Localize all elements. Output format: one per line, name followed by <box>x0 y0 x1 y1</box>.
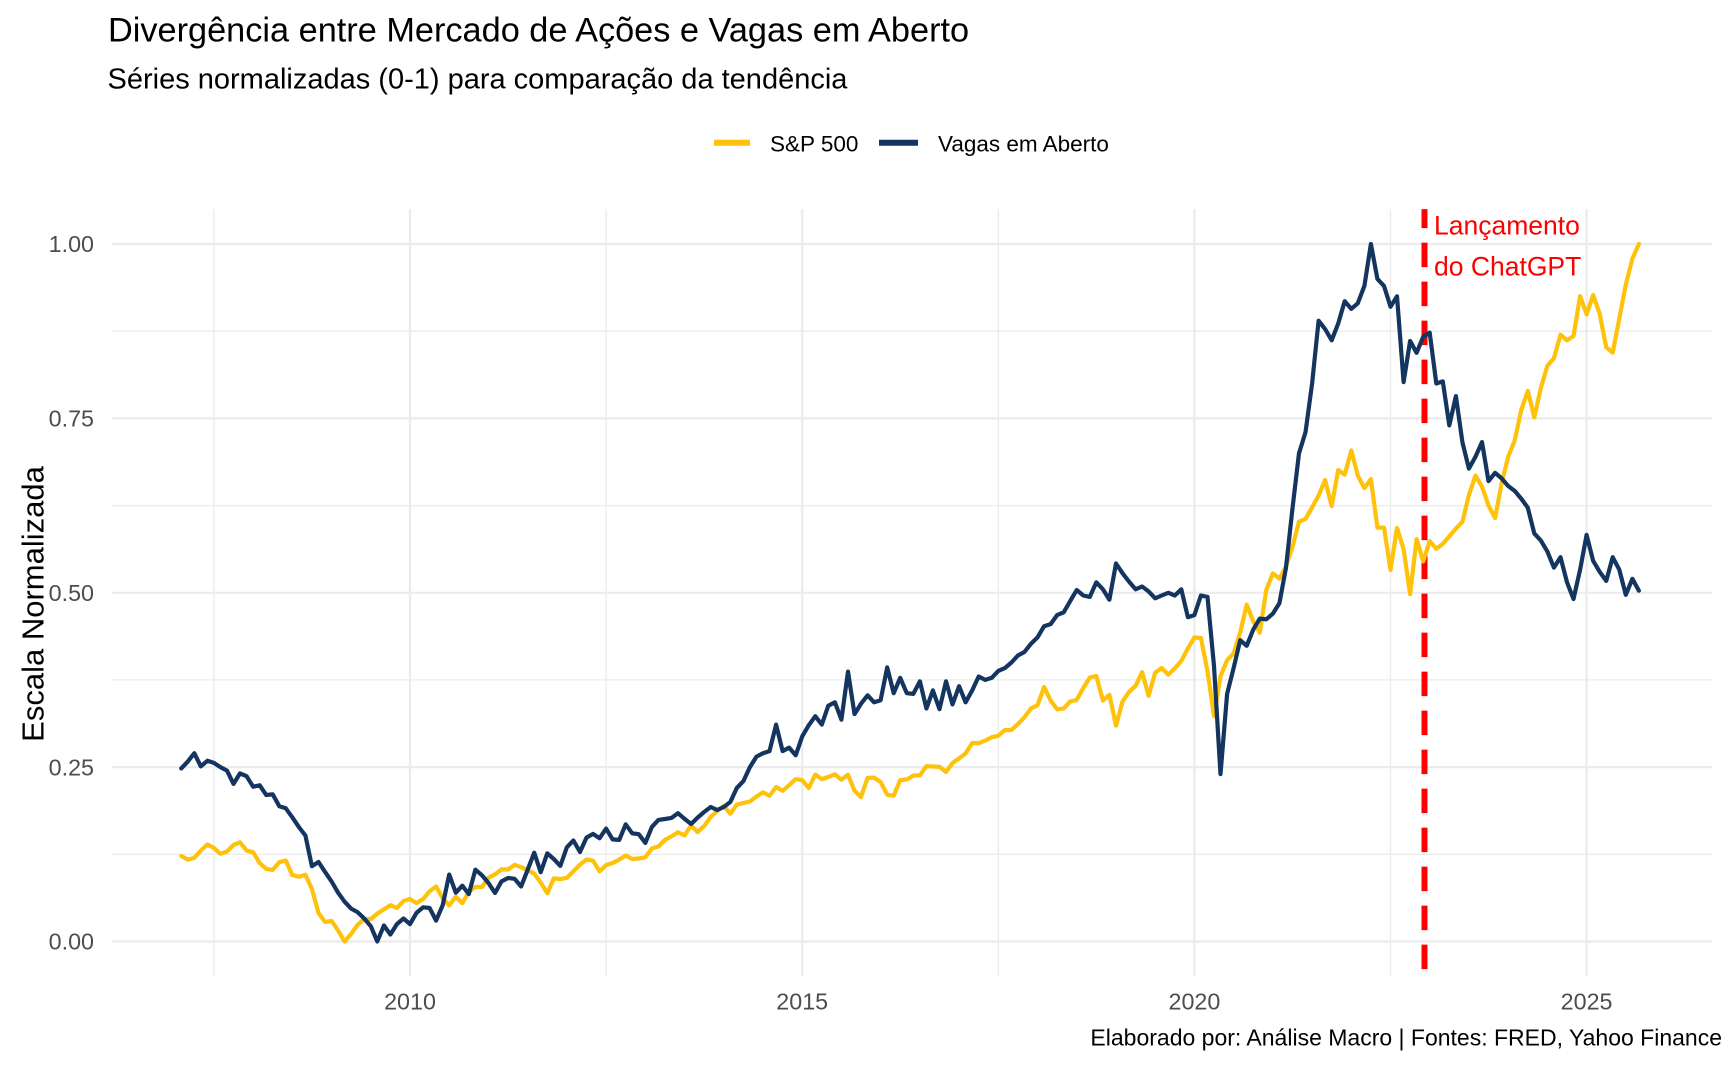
svg-text:0.25: 0.25 <box>49 754 94 780</box>
svg-text:2015: 2015 <box>776 989 828 1015</box>
svg-text:0.75: 0.75 <box>49 406 94 432</box>
svg-text:Vagas em Aberto: Vagas em Aberto <box>938 131 1109 156</box>
svg-text:S&P 500: S&P 500 <box>770 131 858 156</box>
svg-text:Lançamento: Lançamento <box>1434 210 1580 240</box>
svg-text:2020: 2020 <box>1168 989 1220 1015</box>
svg-text:2025: 2025 <box>1561 989 1613 1015</box>
svg-text:Escala Normalizada: Escala Normalizada <box>16 465 51 741</box>
svg-text:0.50: 0.50 <box>49 580 94 606</box>
svg-text:2010: 2010 <box>384 989 436 1015</box>
svg-text:0.00: 0.00 <box>49 929 94 955</box>
svg-text:Séries normalizadas (0-1) para: Séries normalizadas (0-1) para comparaçã… <box>108 63 849 95</box>
svg-text:Divergência entre Mercado de A: Divergência entre Mercado de Ações e Vag… <box>108 12 969 50</box>
svg-text:Elaborado por: Análise Macro |: Elaborado por: Análise Macro | Fontes: F… <box>1090 1025 1722 1051</box>
svg-text:1.00: 1.00 <box>49 231 94 257</box>
svg-text:do ChatGPT: do ChatGPT <box>1434 252 1581 282</box>
